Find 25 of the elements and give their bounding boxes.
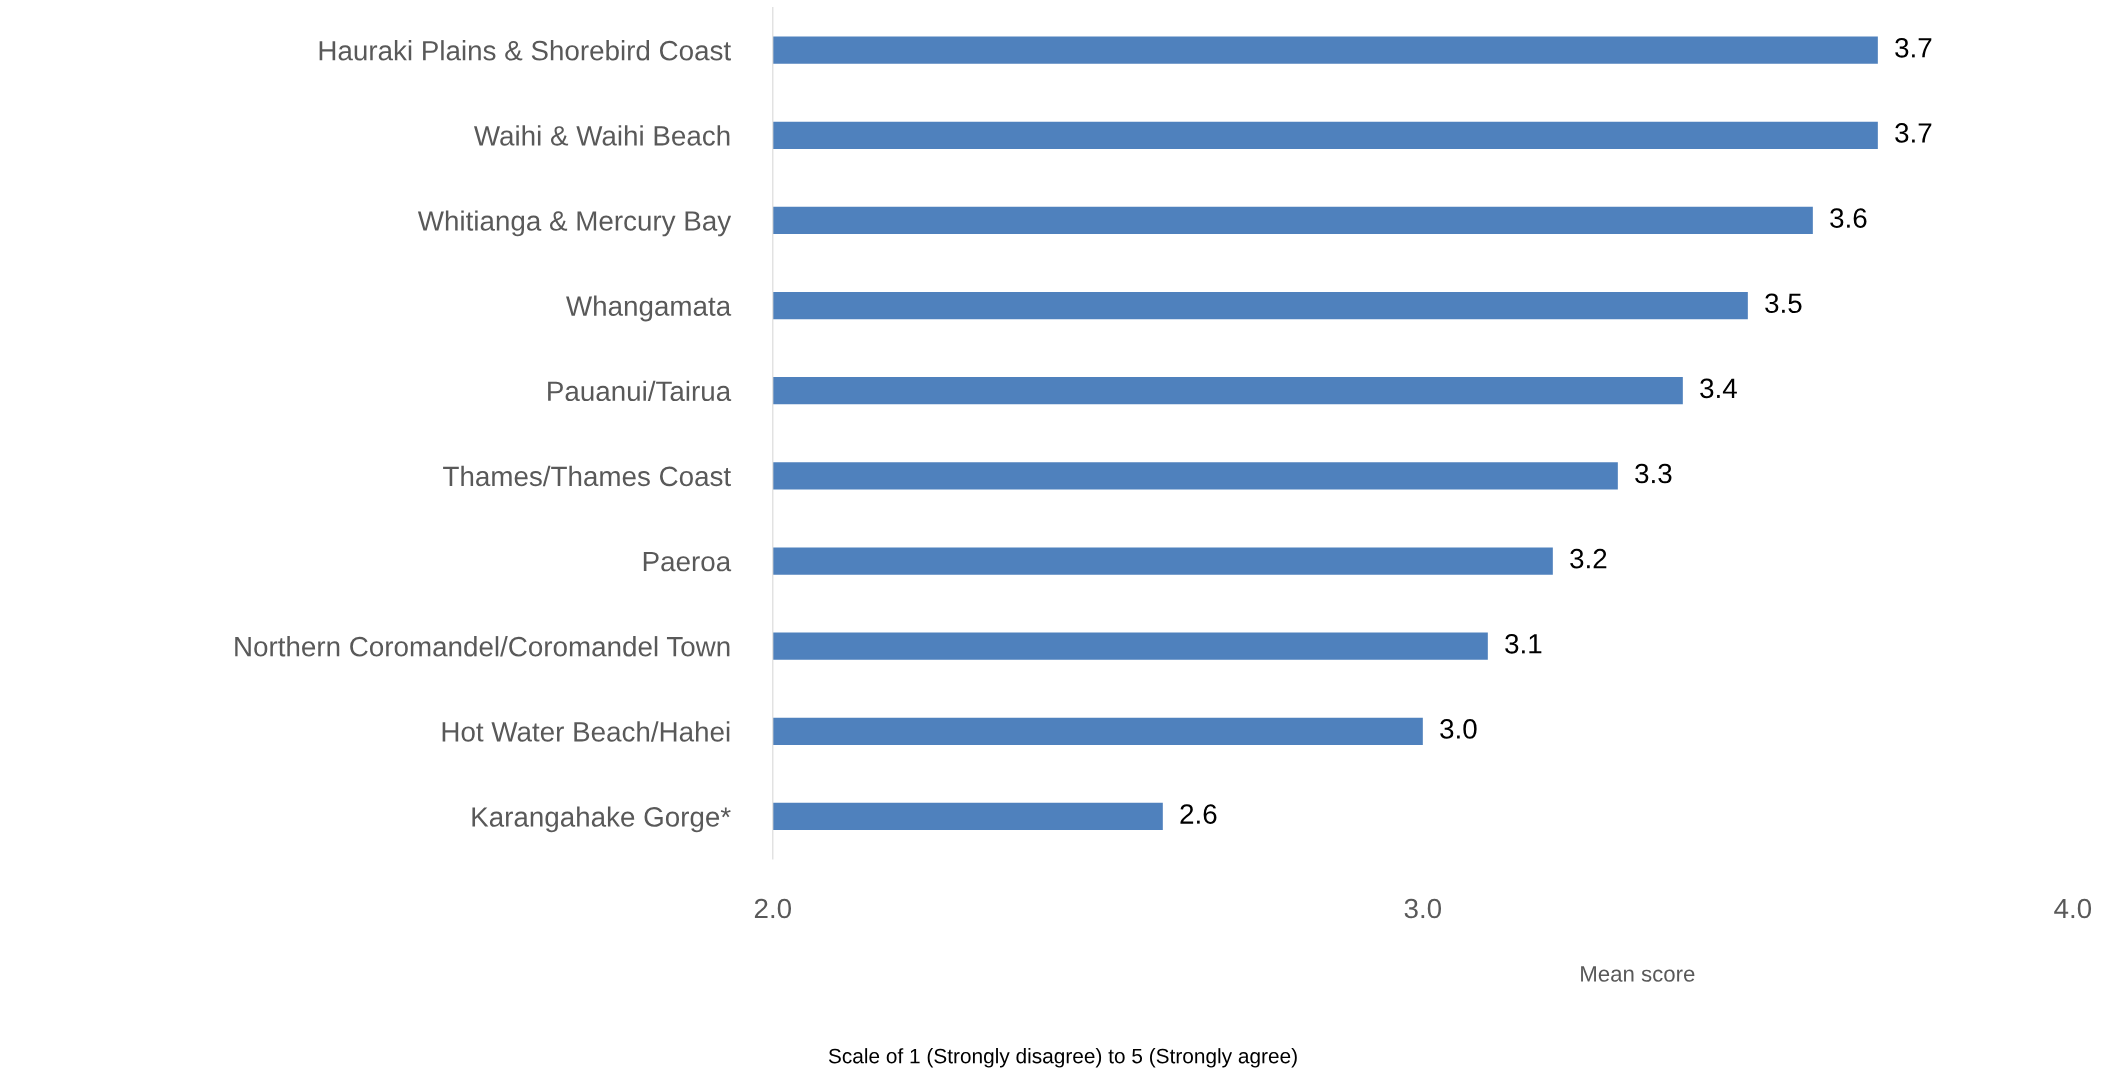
x-tick-label: 3.0 — [1404, 898, 1442, 919]
y-tick-label: Northern Coromandel/Coromandel Town — [235, 636, 730, 657]
data-label: 3.2 — [1570, 548, 1607, 569]
data-label: 3.7 — [1895, 123, 1932, 143]
data-label: 3.7 — [1895, 37, 1932, 58]
y-tick-label: Hauraki Plains & Shorebird Coast — [319, 40, 731, 61]
y-tick-label: Karangahake Gorge* — [472, 806, 731, 833]
y-tick-label: Thames/Thames Coast — [443, 465, 731, 487]
data-label: 3.1 — [1505, 633, 1542, 654]
x-tick-label: 2.0 — [754, 898, 792, 919]
y-tick-label: Whitianga & Mercury Bay — [417, 210, 732, 237]
data-label: 3.5 — [1765, 293, 1802, 314]
y-tick-label: Waihi & Waihi Beach — [473, 125, 730, 146]
data-label: 3.4 — [1700, 378, 1737, 399]
x-axis-title: Mean score — [1581, 966, 1695, 982]
data-label: 2.6 — [1180, 804, 1217, 824]
y-tick-label: Hot Water Beach/Hahei — [442, 721, 730, 742]
y-tick-label: Whangamata — [566, 295, 732, 322]
text: Scale of 1 (Strongly disagree) to 5 (Strongly agree) — [828, 1048, 1297, 1068]
data-label: 3.6 — [1830, 208, 1867, 228]
x-tick-label: 4.0 — [2054, 898, 2092, 919]
data-label: 3.3 — [1635, 463, 1672, 484]
data-label: 3.0 — [1440, 719, 1477, 739]
y-tick-label: Pauanui/Tairua — [548, 380, 732, 402]
y-tick-label: Paeroa — [643, 551, 732, 572]
